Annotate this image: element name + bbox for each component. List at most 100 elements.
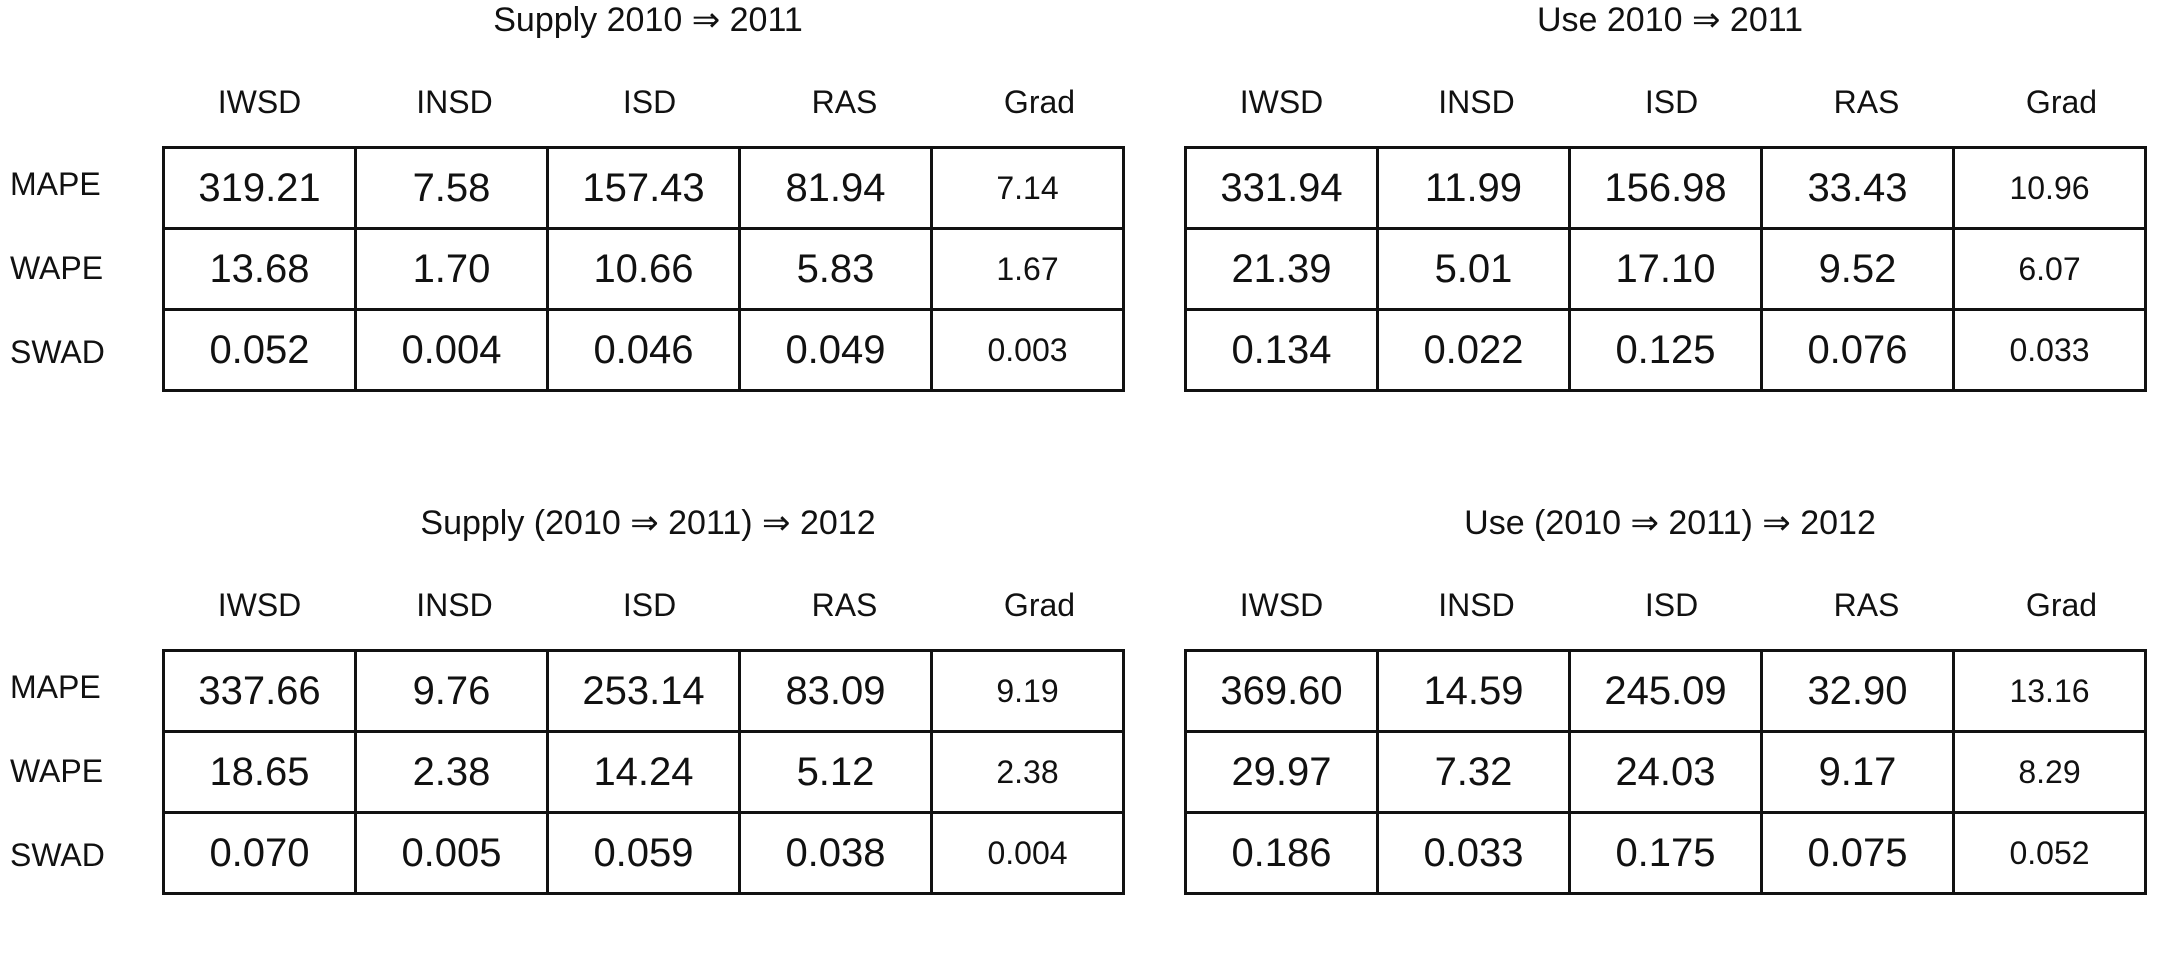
panel-2012: Supply (2010 ⇒ 2011) ⇒ 2012 Use (2010 ⇒ … bbox=[0, 503, 2170, 958]
cell-mape-ras: 83.09 bbox=[738, 649, 933, 733]
cell-swad-ras: 0.038 bbox=[738, 811, 933, 895]
table-title-supply-2012: Supply (2010 ⇒ 2011) ⇒ 2012 bbox=[420, 504, 876, 542]
row-header-swad: SWAD bbox=[10, 334, 105, 370]
column-header-ras: RAS bbox=[811, 84, 878, 120]
cell-mape-grad: 13.16 bbox=[1952, 649, 2147, 733]
column-header-insd: INSD bbox=[416, 587, 493, 623]
cell-mape-insd: 7.58 bbox=[354, 146, 549, 230]
cell-swad-iwsd: 0.052 bbox=[162, 308, 357, 392]
column-header-insd: INSD bbox=[416, 84, 493, 120]
cell-mape-isd: 245.09 bbox=[1568, 649, 1763, 733]
column-header-isd: ISD bbox=[622, 84, 677, 120]
cell-swad-isd: 0.059 bbox=[546, 811, 741, 895]
row-header-wape: WAPE bbox=[10, 753, 104, 789]
supply-2012-table: 337.66 9.76 253.14 83.09 9.19 18.65 2.38 14.24 5… bbox=[162, 649, 1125, 895]
cell-swad-iwsd: 0.070 bbox=[162, 811, 357, 895]
column-header-iwsd: IWSD bbox=[217, 84, 302, 120]
column-header-isd: ISD bbox=[1644, 587, 1699, 623]
table-row: 0.186 0.033 0.175 0.075 0.052 bbox=[1184, 811, 2147, 895]
column-header-iwsd: IWSD bbox=[217, 587, 302, 623]
cell-wape-grad: 2.38 bbox=[930, 730, 1125, 814]
cell-mape-grad: 10.96 bbox=[1952, 146, 2147, 230]
panel-2011: Supply 2010 ⇒ 2011 Use 2010 ⇒ 2011 IWSD I… bbox=[0, 0, 2170, 455]
table-row: 0.052 0.004 0.046 0.049 0.003 bbox=[162, 308, 1125, 392]
row-header-mape: MAPE bbox=[10, 166, 101, 202]
column-header-insd: INSD bbox=[1438, 587, 1515, 623]
use-2011-table: 331.94 11.99 156.98 33.43 10.96 21.39 5.01 17.1… bbox=[1184, 146, 2147, 392]
column-header-ras: RAS bbox=[1833, 84, 1900, 120]
cell-wape-isd: 10.66 bbox=[546, 227, 741, 311]
cell-wape-grad: 6.07 bbox=[1952, 227, 2147, 311]
cell-mape-isd: 253.14 bbox=[546, 649, 741, 733]
cell-mape-ras: 32.90 bbox=[1760, 649, 1955, 733]
cell-wape-isd: 17.10 bbox=[1568, 227, 1763, 311]
column-header-ras: RAS bbox=[811, 587, 878, 623]
cell-swad-insd: 0.004 bbox=[354, 308, 549, 392]
table-row: 21.39 5.01 17.10 9.52 6.07 bbox=[1184, 227, 2147, 311]
table-row: 369.60 14.59 245.09 32.90 13.16 bbox=[1184, 649, 2147, 733]
cell-swad-iwsd: 0.186 bbox=[1184, 811, 1379, 895]
cell-wape-iwsd: 21.39 bbox=[1184, 227, 1379, 311]
cell-wape-insd: 7.32 bbox=[1376, 730, 1571, 814]
supply-2011-table: 319.21 7.58 157.43 81.94 7.14 13.68 1.70 10.66 5… bbox=[162, 146, 1125, 392]
cell-wape-iwsd: 13.68 bbox=[162, 227, 357, 311]
cell-mape-isd: 157.43 bbox=[546, 146, 741, 230]
cell-swad-grad: 0.033 bbox=[1952, 308, 2147, 392]
cell-wape-iwsd: 29.97 bbox=[1184, 730, 1379, 814]
cell-wape-isd: 14.24 bbox=[546, 730, 741, 814]
cell-swad-ras: 0.049 bbox=[738, 308, 933, 392]
cell-mape-iwsd: 337.66 bbox=[162, 649, 357, 733]
column-header-iwsd: IWSD bbox=[1239, 587, 1324, 623]
cell-swad-grad: 0.003 bbox=[930, 308, 1125, 392]
column-header-grad: Grad bbox=[2025, 84, 2098, 120]
table-row: 29.97 7.32 24.03 9.17 8.29 bbox=[1184, 730, 2147, 814]
column-header-isd: ISD bbox=[622, 587, 677, 623]
cell-swad-insd: 0.022 bbox=[1376, 308, 1571, 392]
cell-mape-isd: 156.98 bbox=[1568, 146, 1763, 230]
column-header-insd: INSD bbox=[1438, 84, 1515, 120]
row-header-wape: WAPE bbox=[10, 250, 104, 286]
cell-swad-isd: 0.046 bbox=[546, 308, 741, 392]
cell-mape-ras: 81.94 bbox=[738, 146, 933, 230]
column-header-ras: RAS bbox=[1833, 587, 1900, 623]
cell-wape-iwsd: 18.65 bbox=[162, 730, 357, 814]
cell-mape-grad: 9.19 bbox=[930, 649, 1125, 733]
cell-wape-ras: 9.52 bbox=[1760, 227, 1955, 311]
cell-wape-ras: 5.12 bbox=[738, 730, 933, 814]
cell-wape-ras: 5.83 bbox=[738, 227, 933, 311]
table-row: 13.68 1.70 10.66 5.83 1.67 bbox=[162, 227, 1125, 311]
cell-mape-iwsd: 331.94 bbox=[1184, 146, 1379, 230]
cell-mape-iwsd: 319.21 bbox=[162, 146, 357, 230]
table-row: 0.070 0.005 0.059 0.038 0.004 bbox=[162, 811, 1125, 895]
table-row: 18.65 2.38 14.24 5.12 2.38 bbox=[162, 730, 1125, 814]
cell-swad-isd: 0.125 bbox=[1568, 308, 1763, 392]
table-title-supply-2011: Supply 2010 ⇒ 2011 bbox=[493, 1, 803, 39]
cell-wape-grad: 8.29 bbox=[1952, 730, 2147, 814]
column-header-isd: ISD bbox=[1644, 84, 1699, 120]
column-header-grad: Grad bbox=[1003, 587, 1076, 623]
cell-wape-insd: 2.38 bbox=[354, 730, 549, 814]
cell-swad-ras: 0.076 bbox=[1760, 308, 1955, 392]
cell-wape-isd: 24.03 bbox=[1568, 730, 1763, 814]
cell-swad-iwsd: 0.134 bbox=[1184, 308, 1379, 392]
column-header-grad: Grad bbox=[2025, 587, 2098, 623]
table-row: 319.21 7.58 157.43 81.94 7.14 bbox=[162, 146, 1125, 230]
cell-swad-ras: 0.075 bbox=[1760, 811, 1955, 895]
table-title-use-2012: Use (2010 ⇒ 2011) ⇒ 2012 bbox=[1464, 504, 1876, 542]
row-header-mape: MAPE bbox=[10, 669, 101, 705]
cell-mape-iwsd: 369.60 bbox=[1184, 649, 1379, 733]
use-2012-table: 369.60 14.59 245.09 32.90 13.16 29.97 7.32 24.0… bbox=[1184, 649, 2147, 895]
cell-swad-grad: 0.052 bbox=[1952, 811, 2147, 895]
cell-mape-insd: 14.59 bbox=[1376, 649, 1571, 733]
cell-wape-insd: 1.70 bbox=[354, 227, 549, 311]
cell-swad-isd: 0.175 bbox=[1568, 811, 1763, 895]
table-row: 331.94 11.99 156.98 33.43 10.96 bbox=[1184, 146, 2147, 230]
cell-mape-insd: 9.76 bbox=[354, 649, 549, 733]
cell-mape-insd: 11.99 bbox=[1376, 146, 1571, 230]
cell-wape-grad: 1.67 bbox=[930, 227, 1125, 311]
column-header-grad: Grad bbox=[1003, 84, 1076, 120]
cell-swad-grad: 0.004 bbox=[930, 811, 1125, 895]
table-row: 0.134 0.022 0.125 0.076 0.033 bbox=[1184, 308, 2147, 392]
cell-mape-ras: 33.43 bbox=[1760, 146, 1955, 230]
column-header-iwsd: IWSD bbox=[1239, 84, 1324, 120]
